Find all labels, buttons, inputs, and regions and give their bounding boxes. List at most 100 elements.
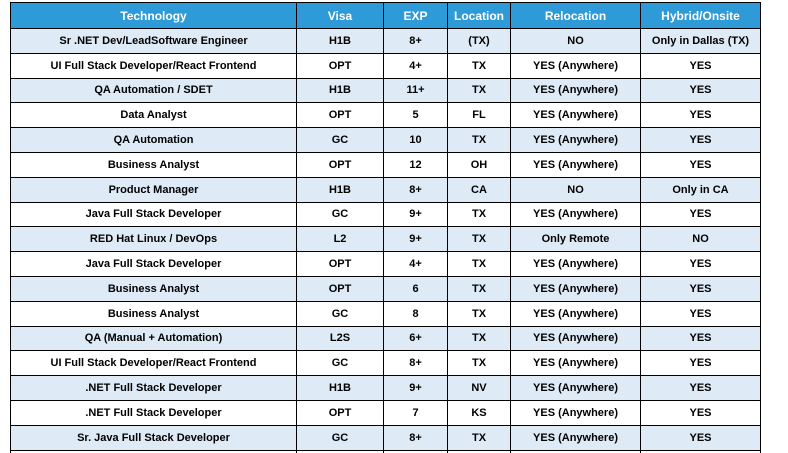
table-row: QA Automation / SDET H1B 11+ TX YES (Anywher… bbox=[10, 77, 761, 104]
cell-location: CA bbox=[447, 176, 511, 203]
cell-visa: H1B bbox=[296, 375, 384, 401]
cell-relocation: YES (Anywhere) bbox=[510, 424, 641, 451]
cell-visa: GC bbox=[296, 350, 384, 377]
cell-visa: OPT bbox=[296, 102, 384, 129]
cell-hybrid: YES bbox=[640, 151, 761, 178]
cell-visa: GC bbox=[296, 300, 384, 327]
cell-technology: QA (Manual + Automation) bbox=[10, 325, 297, 352]
table-row: .NET Full Stack Developer H1B 9+ NV YES (Any… bbox=[10, 375, 761, 401]
cell-hybrid: YES bbox=[640, 77, 761, 104]
cell-exp: 4+ bbox=[383, 251, 448, 277]
cell-location: (TX) bbox=[447, 28, 511, 54]
cell-exp: 7 bbox=[383, 399, 448, 426]
cell-hybrid: YES bbox=[640, 424, 761, 451]
cell-visa: H1B bbox=[296, 77, 384, 104]
cell-exp: 10 bbox=[383, 127, 448, 153]
cell-hybrid: YES bbox=[640, 325, 761, 352]
cell-visa: OPT bbox=[296, 251, 384, 277]
cell-technology: Business Analyst bbox=[10, 275, 297, 302]
col-header-location: Location bbox=[447, 2, 511, 29]
cell-exp: 8 bbox=[383, 300, 448, 327]
table-row: Business Analyst OPT 6 TX YES (Anywhere) YES bbox=[10, 275, 761, 302]
cell-relocation: Only Remote bbox=[510, 226, 641, 253]
jobs-table: Technology Visa EXP Location Relocation … bbox=[10, 2, 761, 453]
cell-hybrid: YES bbox=[640, 251, 761, 277]
col-header-technology: Technology bbox=[10, 2, 297, 29]
cell-location: TX bbox=[447, 325, 511, 352]
cell-technology: QA Automation bbox=[10, 127, 297, 153]
table-row: UI Full Stack Developer/React Frontend GC… bbox=[10, 350, 761, 377]
table-row: .NET Full Stack Developer OPT 7 KS YES (Anyw… bbox=[10, 399, 761, 426]
cell-technology: Business Analyst bbox=[10, 151, 297, 178]
cell-technology: Sr. Java Full Stack Developer bbox=[10, 424, 297, 451]
cell-technology: .NET Full Stack Developer bbox=[10, 375, 297, 401]
cell-technology: RED Hat Linux / DevOps bbox=[10, 226, 297, 253]
cell-hybrid: YES bbox=[640, 399, 761, 426]
cell-hybrid: YES bbox=[640, 52, 761, 79]
cell-relocation: YES (Anywhere) bbox=[510, 350, 641, 377]
table-row: Sr .NET Dev/LeadSoftware Engineer H1B 8+ (T… bbox=[10, 28, 761, 54]
cell-hybrid: YES bbox=[640, 375, 761, 401]
table-row: Java Full Stack Developer OPT 4+ TX YES (Any… bbox=[10, 251, 761, 277]
cell-exp: 4+ bbox=[383, 52, 448, 79]
cell-exp: 5 bbox=[383, 102, 448, 129]
cell-visa: OPT bbox=[296, 399, 384, 426]
cell-technology: Data Analyst bbox=[10, 102, 297, 129]
cell-location: TX bbox=[447, 350, 511, 377]
cell-location: TX bbox=[447, 300, 511, 327]
cell-exp: 9+ bbox=[383, 201, 448, 228]
table-row: Product Manager H1B 8+ CA NO Only in CA bbox=[10, 176, 761, 203]
cell-visa: L2S bbox=[296, 325, 384, 352]
cell-relocation: YES (Anywhere) bbox=[510, 399, 641, 426]
cell-hybrid: YES bbox=[640, 102, 761, 129]
col-header-exp: EXP bbox=[383, 2, 448, 29]
cell-relocation: YES (Anywhere) bbox=[510, 127, 641, 153]
cell-technology: UI Full Stack Developer/React Frontend bbox=[10, 350, 297, 377]
col-header-relocation: Relocation bbox=[510, 2, 641, 29]
table-row-partial bbox=[10, 449, 761, 453]
cell-location: OH bbox=[447, 151, 511, 178]
table-row: Data Analyst OPT 5 FL YES (Anywhere) YES bbox=[10, 102, 761, 129]
cell-technology: Java Full Stack Developer bbox=[10, 201, 297, 228]
cell-hybrid: YES bbox=[640, 350, 761, 377]
cell-exp: 8+ bbox=[383, 350, 448, 377]
cell-visa: OPT bbox=[296, 52, 384, 79]
cell-visa: H1B bbox=[296, 176, 384, 203]
cell-hybrid: YES bbox=[640, 275, 761, 302]
table-row: QA Automation GC 10 TX YES (Anywhere) YES bbox=[10, 127, 761, 153]
cell-relocation: YES (Anywhere) bbox=[510, 151, 641, 178]
cell-visa: OPT bbox=[296, 275, 384, 302]
cell-technology: Java Full Stack Developer bbox=[10, 251, 297, 277]
header-row: Technology Visa EXP Location Relocation … bbox=[10, 2, 761, 29]
table-row: Java Full Stack Developer GC 9+ TX YES (Anyw… bbox=[10, 201, 761, 228]
table-row: UI Full Stack Developer/React Frontend OP… bbox=[10, 52, 761, 79]
cell-visa: GC bbox=[296, 201, 384, 228]
cell-relocation: YES (Anywhere) bbox=[510, 300, 641, 327]
cell-exp: 9+ bbox=[383, 226, 448, 253]
table-row: Business Analyst GC 8 TX YES (Anywhere) YES bbox=[10, 300, 761, 327]
cell-technology: Product Manager bbox=[10, 176, 297, 203]
cell-exp: 11+ bbox=[383, 77, 448, 104]
cell-exp: 8+ bbox=[383, 176, 448, 203]
cell-location: TX bbox=[447, 127, 511, 153]
cell-hybrid: Only in Dallas (TX) bbox=[640, 28, 761, 54]
cell-relocation: YES (Anywhere) bbox=[510, 102, 641, 129]
table-row: RED Hat Linux / DevOps L2 9+ TX Only Remote N… bbox=[10, 226, 761, 253]
cell-relocation: YES (Anywhere) bbox=[510, 375, 641, 401]
cell-hybrid: Only in CA bbox=[640, 176, 761, 203]
cell-location: TX bbox=[447, 226, 511, 253]
cell-hybrid: YES bbox=[640, 127, 761, 153]
cell-exp: 12 bbox=[383, 151, 448, 178]
cell-visa: GC bbox=[296, 127, 384, 153]
cell-technology: QA Automation / SDET bbox=[10, 77, 297, 104]
cell-relocation: NO bbox=[510, 28, 641, 54]
table-row: Business Analyst OPT 12 OH YES (Anywhere) YES bbox=[10, 151, 761, 178]
col-header-hybrid-onsite: Hybrid/Onsite bbox=[640, 2, 761, 29]
cell-technology: Business Analyst bbox=[10, 300, 297, 327]
cell-relocation: NO bbox=[510, 176, 641, 203]
cell-location: KS bbox=[447, 399, 511, 426]
cell-location: TX bbox=[447, 424, 511, 451]
cell-exp: 6+ bbox=[383, 325, 448, 352]
cell-location: NV bbox=[447, 375, 511, 401]
